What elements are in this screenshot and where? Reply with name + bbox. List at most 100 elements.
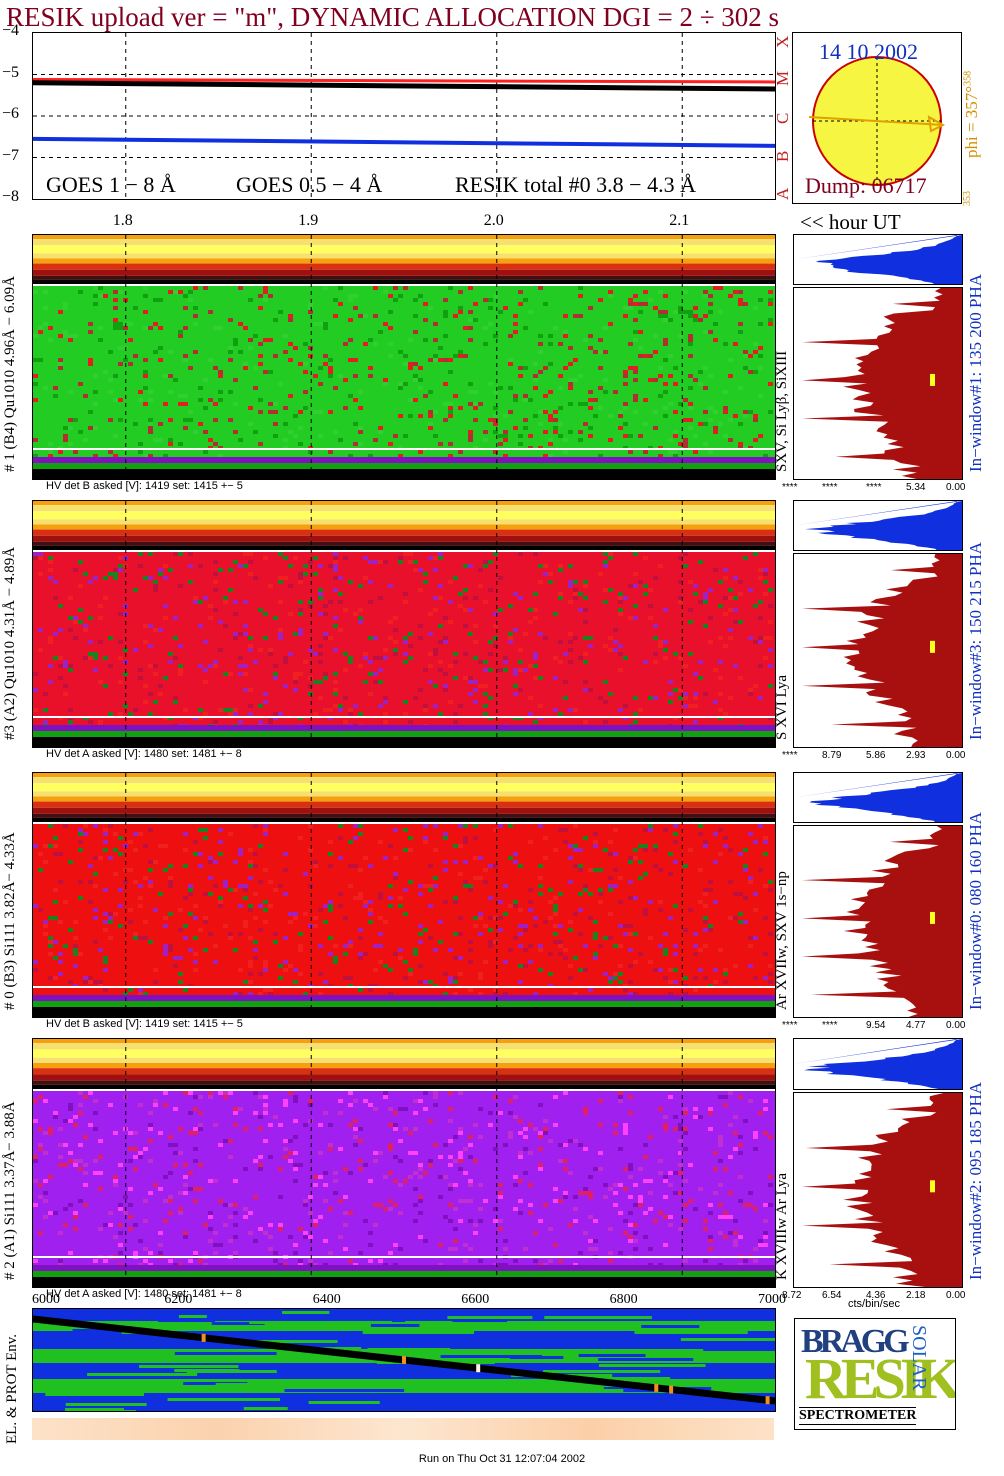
spectrum-pixel [688, 334, 693, 338]
spectrum-pixel [493, 418, 498, 422]
spectrum-pixel [718, 676, 723, 680]
spectrum-pixel [313, 556, 318, 560]
spectrum-pixel [538, 350, 543, 354]
spectrum-pixel [643, 872, 648, 876]
spectrum-pixel [618, 612, 623, 616]
spectrum-pixel [728, 628, 733, 632]
orbit-band-stripe [87, 1373, 198, 1376]
spectrum-pixel [428, 358, 433, 362]
spectrum-profile-plot [802, 554, 962, 747]
spectrum-pixel [573, 596, 578, 600]
spectrum-pixel [103, 576, 108, 580]
spectrum-pixel [508, 1099, 513, 1103]
spectrum-pixel [383, 382, 388, 386]
spectrum-pixel [453, 1183, 458, 1187]
spectrum-pixel [458, 932, 463, 936]
spectrum-pixel [268, 1123, 273, 1127]
spectrum-pixel [568, 564, 573, 568]
spectrum-pixel [693, 988, 698, 992]
spectrum-pixel [623, 1231, 628, 1235]
spectrum-pixel [353, 442, 358, 446]
spectrum-pixel [448, 976, 453, 980]
spectrum-pixel [378, 430, 383, 434]
spectrum-pixel [258, 1227, 263, 1231]
spectrum-pixel [518, 1155, 523, 1159]
spectrum-pixel [763, 1243, 768, 1247]
spectrum-pixel [588, 868, 593, 872]
spectrum-pixel [578, 438, 583, 442]
spectrum-pixel [33, 708, 38, 712]
spectrum-pixel [373, 636, 378, 640]
spectrum-pixel [203, 430, 208, 434]
spectrum-pixel [643, 592, 648, 596]
spectrum-pixel [248, 980, 253, 984]
spectrum-pixel [663, 1243, 668, 1247]
spectrum-pixel [263, 988, 268, 992]
spectrum-pixel [583, 1147, 588, 1151]
spectrum-pixel [713, 1191, 718, 1195]
spectrum-pixel [108, 712, 113, 716]
spectrum-profile-fill [802, 826, 962, 1017]
hour-tick-label: 2.0 [483, 212, 504, 229]
spectrum-pixel [183, 848, 188, 852]
spectrum-pixel [58, 1127, 63, 1131]
spectrum-pixel [538, 1167, 543, 1171]
spectrum-pixel [158, 1243, 163, 1247]
spectrum-pixel [458, 1219, 463, 1223]
spectrum-pixel [628, 924, 633, 928]
spectrum-pixel [353, 306, 358, 310]
spectrum-pixel [668, 852, 673, 856]
spectrum-pixel [298, 410, 303, 414]
spectrum-pixel [603, 700, 608, 704]
spectrum-pixel [658, 310, 663, 314]
spectrum-pixel [663, 342, 668, 346]
spectrum-pixel [733, 608, 738, 612]
spectrum-pixel [238, 884, 243, 888]
spectrum-pixel [103, 840, 108, 844]
flare-class-letter: X [773, 35, 792, 48]
spectrum-pixel [533, 552, 538, 556]
spectrum-pixel [373, 1159, 378, 1163]
spectrum-pixel [603, 1195, 608, 1199]
spectrum-pixel [93, 426, 98, 430]
spectrum-pixel [268, 402, 273, 406]
spectrum-pixel [568, 928, 573, 932]
spectrum-pixel [693, 306, 698, 310]
spectrum-pixel [33, 382, 38, 386]
spectrum-pixel [493, 334, 498, 338]
spectrum-pixel [228, 390, 233, 394]
spectrum-pixel [418, 414, 423, 418]
spectrum-pixel [408, 880, 413, 884]
spectrum-pixel [538, 580, 543, 584]
spectrum-pixel [388, 844, 393, 848]
spectrum-pixel [523, 298, 528, 302]
spectrum-pixel [113, 454, 118, 458]
spectrum-pixel [188, 948, 193, 952]
spectrum-pixel [48, 442, 53, 446]
spectrum-pixel [603, 552, 608, 556]
spectrum-pixel [223, 1095, 228, 1099]
spectrum-pixel [533, 676, 538, 680]
spectrum-pixel [753, 1147, 758, 1151]
spectrum-pixel [313, 712, 318, 716]
spectrum-pixel [258, 972, 263, 976]
spectrum-pixel [368, 672, 373, 676]
spectrum-pixel [48, 824, 53, 828]
spectrum-pixel [648, 588, 653, 592]
spectrum-pixel [533, 414, 538, 418]
spectrum-pixel [623, 1219, 628, 1223]
spectrum-pixel [428, 936, 433, 940]
spectrum-pixel [348, 1091, 353, 1095]
spectrum-pixel [193, 1159, 198, 1163]
spectrum-pixel [378, 944, 383, 948]
spectrum-pixel [203, 712, 208, 716]
spectrum-pixel [458, 956, 463, 960]
spectrum-pixel [573, 592, 578, 596]
spectrum-pixel [413, 1111, 418, 1115]
spectrum-pixel [168, 374, 173, 378]
spectrum-pixel [553, 1243, 558, 1247]
spectrum-pixel [58, 972, 63, 976]
spectrum-pixel [563, 438, 568, 442]
spectrum-pixel [488, 916, 493, 920]
spectrum-pixel [678, 1163, 683, 1167]
